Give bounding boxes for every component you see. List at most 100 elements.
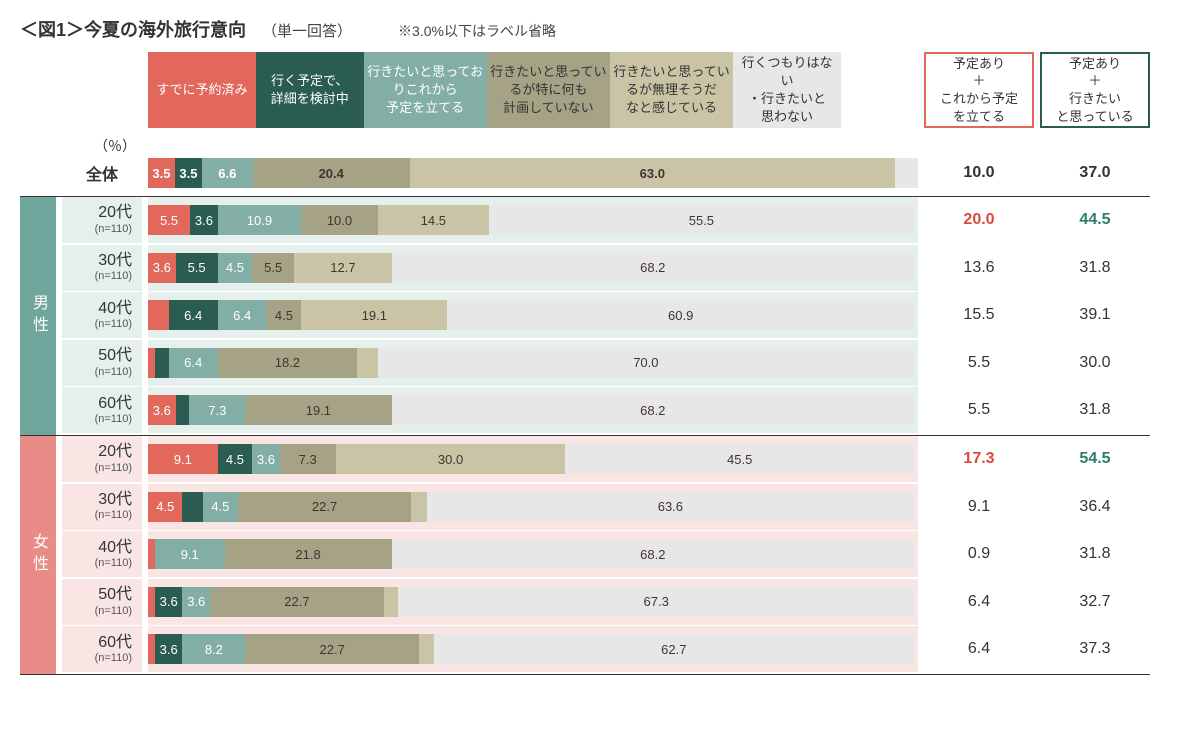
summary-value: 36.4: [1040, 484, 1150, 530]
bar-segment: 55.5: [489, 205, 914, 235]
divider: [20, 674, 1150, 675]
figure-title: ＜図1＞今夏の海外旅行意向: [20, 16, 246, 42]
summary-value: 31.8: [1040, 531, 1150, 577]
bar-segment: 3.6: [190, 205, 218, 235]
bar-segment: 3.5: [175, 158, 202, 188]
bar-segment: 5.5: [252, 253, 294, 283]
bar-segment: 68.2: [392, 253, 914, 283]
stacked-bar: 3.6 7.319.168.2: [148, 395, 914, 425]
summary-value: 31.8: [1040, 387, 1150, 433]
summary-value: 6.4: [924, 626, 1034, 672]
legend-category: すでに予約済み: [148, 52, 256, 128]
bar-segment: [176, 395, 190, 425]
unit-label: （％）: [62, 136, 142, 156]
row-label: 20代(n=110): [62, 201, 142, 239]
summary-value: 15.5: [924, 292, 1034, 338]
bar-segment: 7.3: [189, 395, 245, 425]
bar-segment: 9.1: [155, 539, 225, 569]
row-label: 30代(n=110): [62, 249, 142, 287]
bar-segment: 67.3: [398, 587, 914, 617]
legend-category: 行きたいと思っているが無理そうだなと感じている: [610, 52, 733, 128]
chart-grid: すでに予約済み行く予定で、詳細を検討中行きたいと思っておりこれから予定を立てる 行…: [20, 52, 1180, 675]
bar-segment: 3.5: [148, 158, 175, 188]
stacked-bar: 3.65.54.55.512.768.2: [148, 253, 914, 283]
bar-segment: 4.5: [267, 300, 301, 330]
bar-segment: 22.7: [238, 492, 412, 522]
summary-value: 0.9: [924, 531, 1034, 577]
legend-category: 行きたいと思っておりこれから予定を立てる: [364, 52, 487, 128]
stacked-bar: 3.68.222.762.7: [148, 634, 914, 664]
bar-segment: 60.9: [447, 300, 913, 330]
bar-segment: 62.7: [434, 634, 914, 664]
summary-value: 37.3: [1040, 626, 1150, 672]
summary-value: 32.7: [1040, 579, 1150, 625]
bar-segment: 30.0: [336, 444, 566, 474]
summary-value: 44.5: [1040, 197, 1150, 243]
row-label: 40代(n=110): [62, 296, 142, 334]
summary-value: 20.0: [924, 197, 1034, 243]
bar-segment: 63.6: [427, 492, 914, 522]
bar-segment: 21.8: [225, 539, 392, 569]
stacked-bar: 5.53.610.910.014.555.5: [148, 205, 914, 235]
group-tab: 男性: [20, 197, 56, 435]
bar-segment: 19.1: [245, 395, 391, 425]
bar-segment: 3.6: [148, 253, 176, 283]
legend-category: 行くつもりはない・行きたいと思わない: [733, 52, 841, 128]
bar-segment: 20.4: [253, 158, 410, 188]
row-label: 50代(n=110): [62, 583, 142, 621]
summary-value: 17.3: [924, 436, 1034, 482]
bar-segment: 4.5: [218, 444, 252, 474]
bar-segment: 3.6: [155, 587, 183, 617]
bar-segment: 5.5: [148, 205, 190, 235]
row-label: 20代(n=110): [62, 440, 142, 478]
row-label: 30代(n=110): [62, 488, 142, 526]
bar-segment: 63.0: [410, 158, 895, 188]
bar-segment: 8.2: [182, 634, 245, 664]
bar-segment: 6.4: [218, 300, 267, 330]
bar-segment: 10.0: [301, 205, 378, 235]
bar-segment: 6.4: [169, 300, 218, 330]
bar-segment: 14.5: [378, 205, 489, 235]
bar-segment: 6.6: [202, 158, 253, 188]
bar-segment: 45.5: [565, 444, 914, 474]
stacked-bar: 3.53.56.620.463.0: [148, 158, 918, 188]
bar-segment: [411, 492, 426, 522]
bar-segment: [357, 348, 378, 378]
summary-value: 10.0: [924, 156, 1034, 190]
summary-value: 30.0: [1040, 340, 1150, 386]
total-label: 全体: [86, 161, 118, 185]
row-label: 50代(n=110): [62, 344, 142, 382]
stacked-bar: 9.121.868.2: [148, 539, 914, 569]
bar-segment: [419, 634, 434, 664]
summary-value: 5.5: [924, 340, 1034, 386]
bar-segment: 19.1: [301, 300, 447, 330]
bar-segment: [148, 348, 155, 378]
legend-category: 行く予定で、詳細を検討中: [256, 52, 364, 128]
bar-segment: [182, 492, 203, 522]
summary-value: 31.8: [1040, 245, 1150, 291]
stacked-bar: 6.46.44.519.160.9: [148, 300, 914, 330]
bar-segment: 9.1: [148, 444, 218, 474]
summary-value: 5.5: [924, 387, 1034, 433]
bar-segment: [148, 634, 155, 664]
bar-segment: [895, 158, 918, 188]
summary-header: 予定あり＋これから予定を立てる: [924, 52, 1034, 128]
summary-value: 39.1: [1040, 292, 1150, 338]
stacked-bar: 6.418.270.0: [148, 348, 914, 378]
bar-segment: 4.5: [218, 253, 252, 283]
bar-segment: 12.7: [294, 253, 391, 283]
bar-segment: 3.6: [148, 395, 176, 425]
bar-segment: 22.7: [245, 634, 419, 664]
stacked-bar: 9.14.53.67.330.045.5: [148, 444, 914, 474]
bar-segment: 68.2: [392, 395, 914, 425]
bar-segment: [148, 300, 169, 330]
bar-segment: [148, 587, 155, 617]
figure-note: ※3.0%以下はラベル省略: [398, 21, 556, 41]
summary-value: 6.4: [924, 579, 1034, 625]
stacked-bar: 4.54.522.763.6: [148, 492, 914, 522]
bar-segment: 68.2: [392, 539, 914, 569]
row-label: 60代(n=110): [62, 391, 142, 429]
bar-segment: 3.6: [182, 587, 210, 617]
bar-segment: 7.3: [280, 444, 336, 474]
bar-segment: 4.5: [203, 492, 237, 522]
